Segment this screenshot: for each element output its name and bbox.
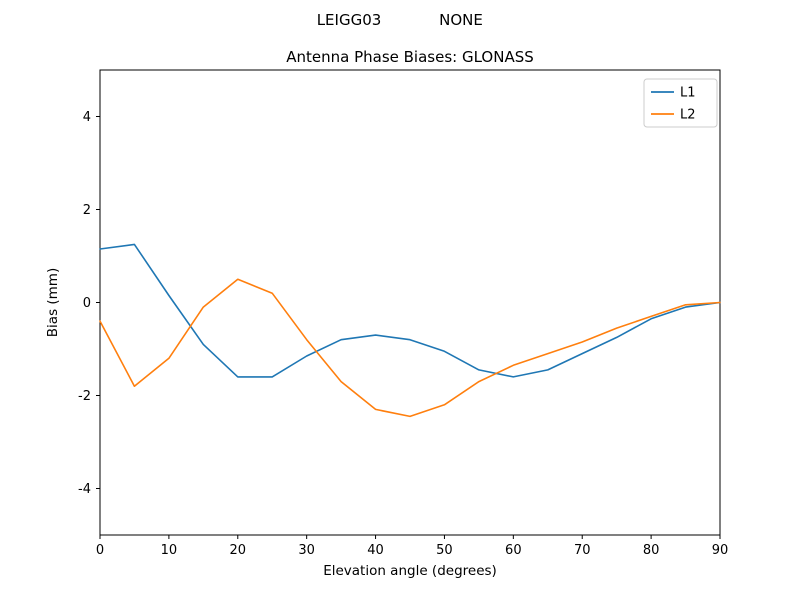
x-tick-label: 80 <box>643 543 660 558</box>
x-tick-label: 40 <box>367 543 384 558</box>
plot-area: 0 10 20 30 40 50 60 70 80 90 -4 -2 0 2 4 L1 L2 <box>78 69 729 558</box>
legend-label-L1: L1 <box>680 86 696 101</box>
x-tick-label: 50 <box>436 543 453 558</box>
x-tick-label: 30 <box>298 543 315 558</box>
y-tick-label: 0 <box>83 296 91 311</box>
axes-frame <box>99 69 721 536</box>
figure-suptitle-station: LEIGG03 <box>317 11 382 29</box>
series-line-L1 <box>99 243 721 378</box>
x-tick-label: 10 <box>161 543 178 558</box>
x-axis-label: Elevation angle (degrees) <box>323 563 497 579</box>
legend-box <box>643 78 718 128</box>
legend-label-L2: L2 <box>680 108 696 123</box>
y-tick-label: -4 <box>78 482 91 497</box>
x-tick-label: 20 <box>230 543 247 558</box>
x-tick-label: 90 <box>712 543 729 558</box>
y-tick-label: -2 <box>78 389 91 404</box>
figure-suptitle-mode: NONE <box>439 11 483 29</box>
x-tick-label: 0 <box>96 543 104 558</box>
x-tick-label: 60 <box>505 543 522 558</box>
y-axis-label: Bias (mm) <box>45 268 61 337</box>
y-tick-label: 2 <box>83 203 91 218</box>
chart-title: Antenna Phase Biases: GLONASS <box>286 48 534 66</box>
series-line-L2 <box>99 278 721 418</box>
y-tick-label: 4 <box>83 110 91 125</box>
x-tick-label: 70 <box>574 543 591 558</box>
